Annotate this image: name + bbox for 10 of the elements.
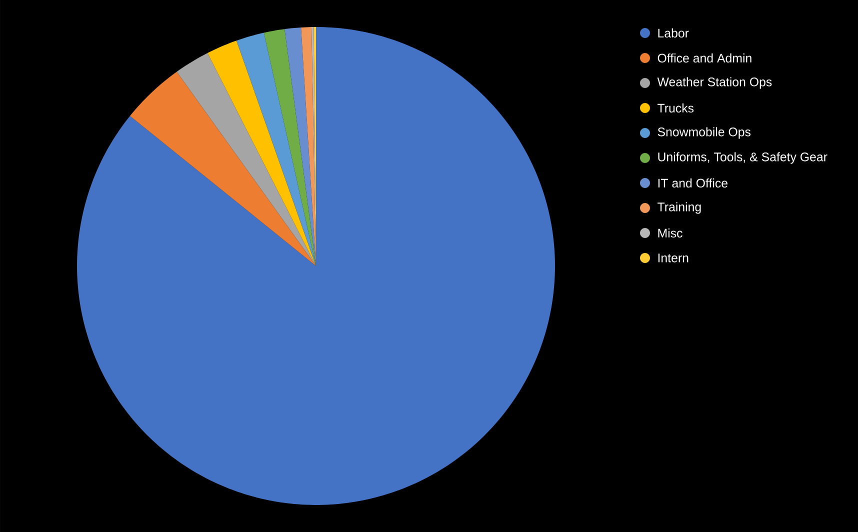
legend-label: Snowmobile Ops [658, 127, 751, 139]
legend-label: Office and Admin [658, 53, 752, 63]
legend-label: IT and Office [658, 178, 728, 188]
legend-label: Labor [658, 28, 689, 38]
legend-label: Training [658, 202, 701, 214]
legend-label: Weather Station Ops [657, 77, 772, 89]
legend-label: Intern [658, 254, 688, 262]
legend-label: Misc [658, 228, 682, 238]
legend-label: Uniforms, Tools, & Safety Gear [658, 152, 828, 164]
legend-label: Trucks [658, 103, 694, 113]
